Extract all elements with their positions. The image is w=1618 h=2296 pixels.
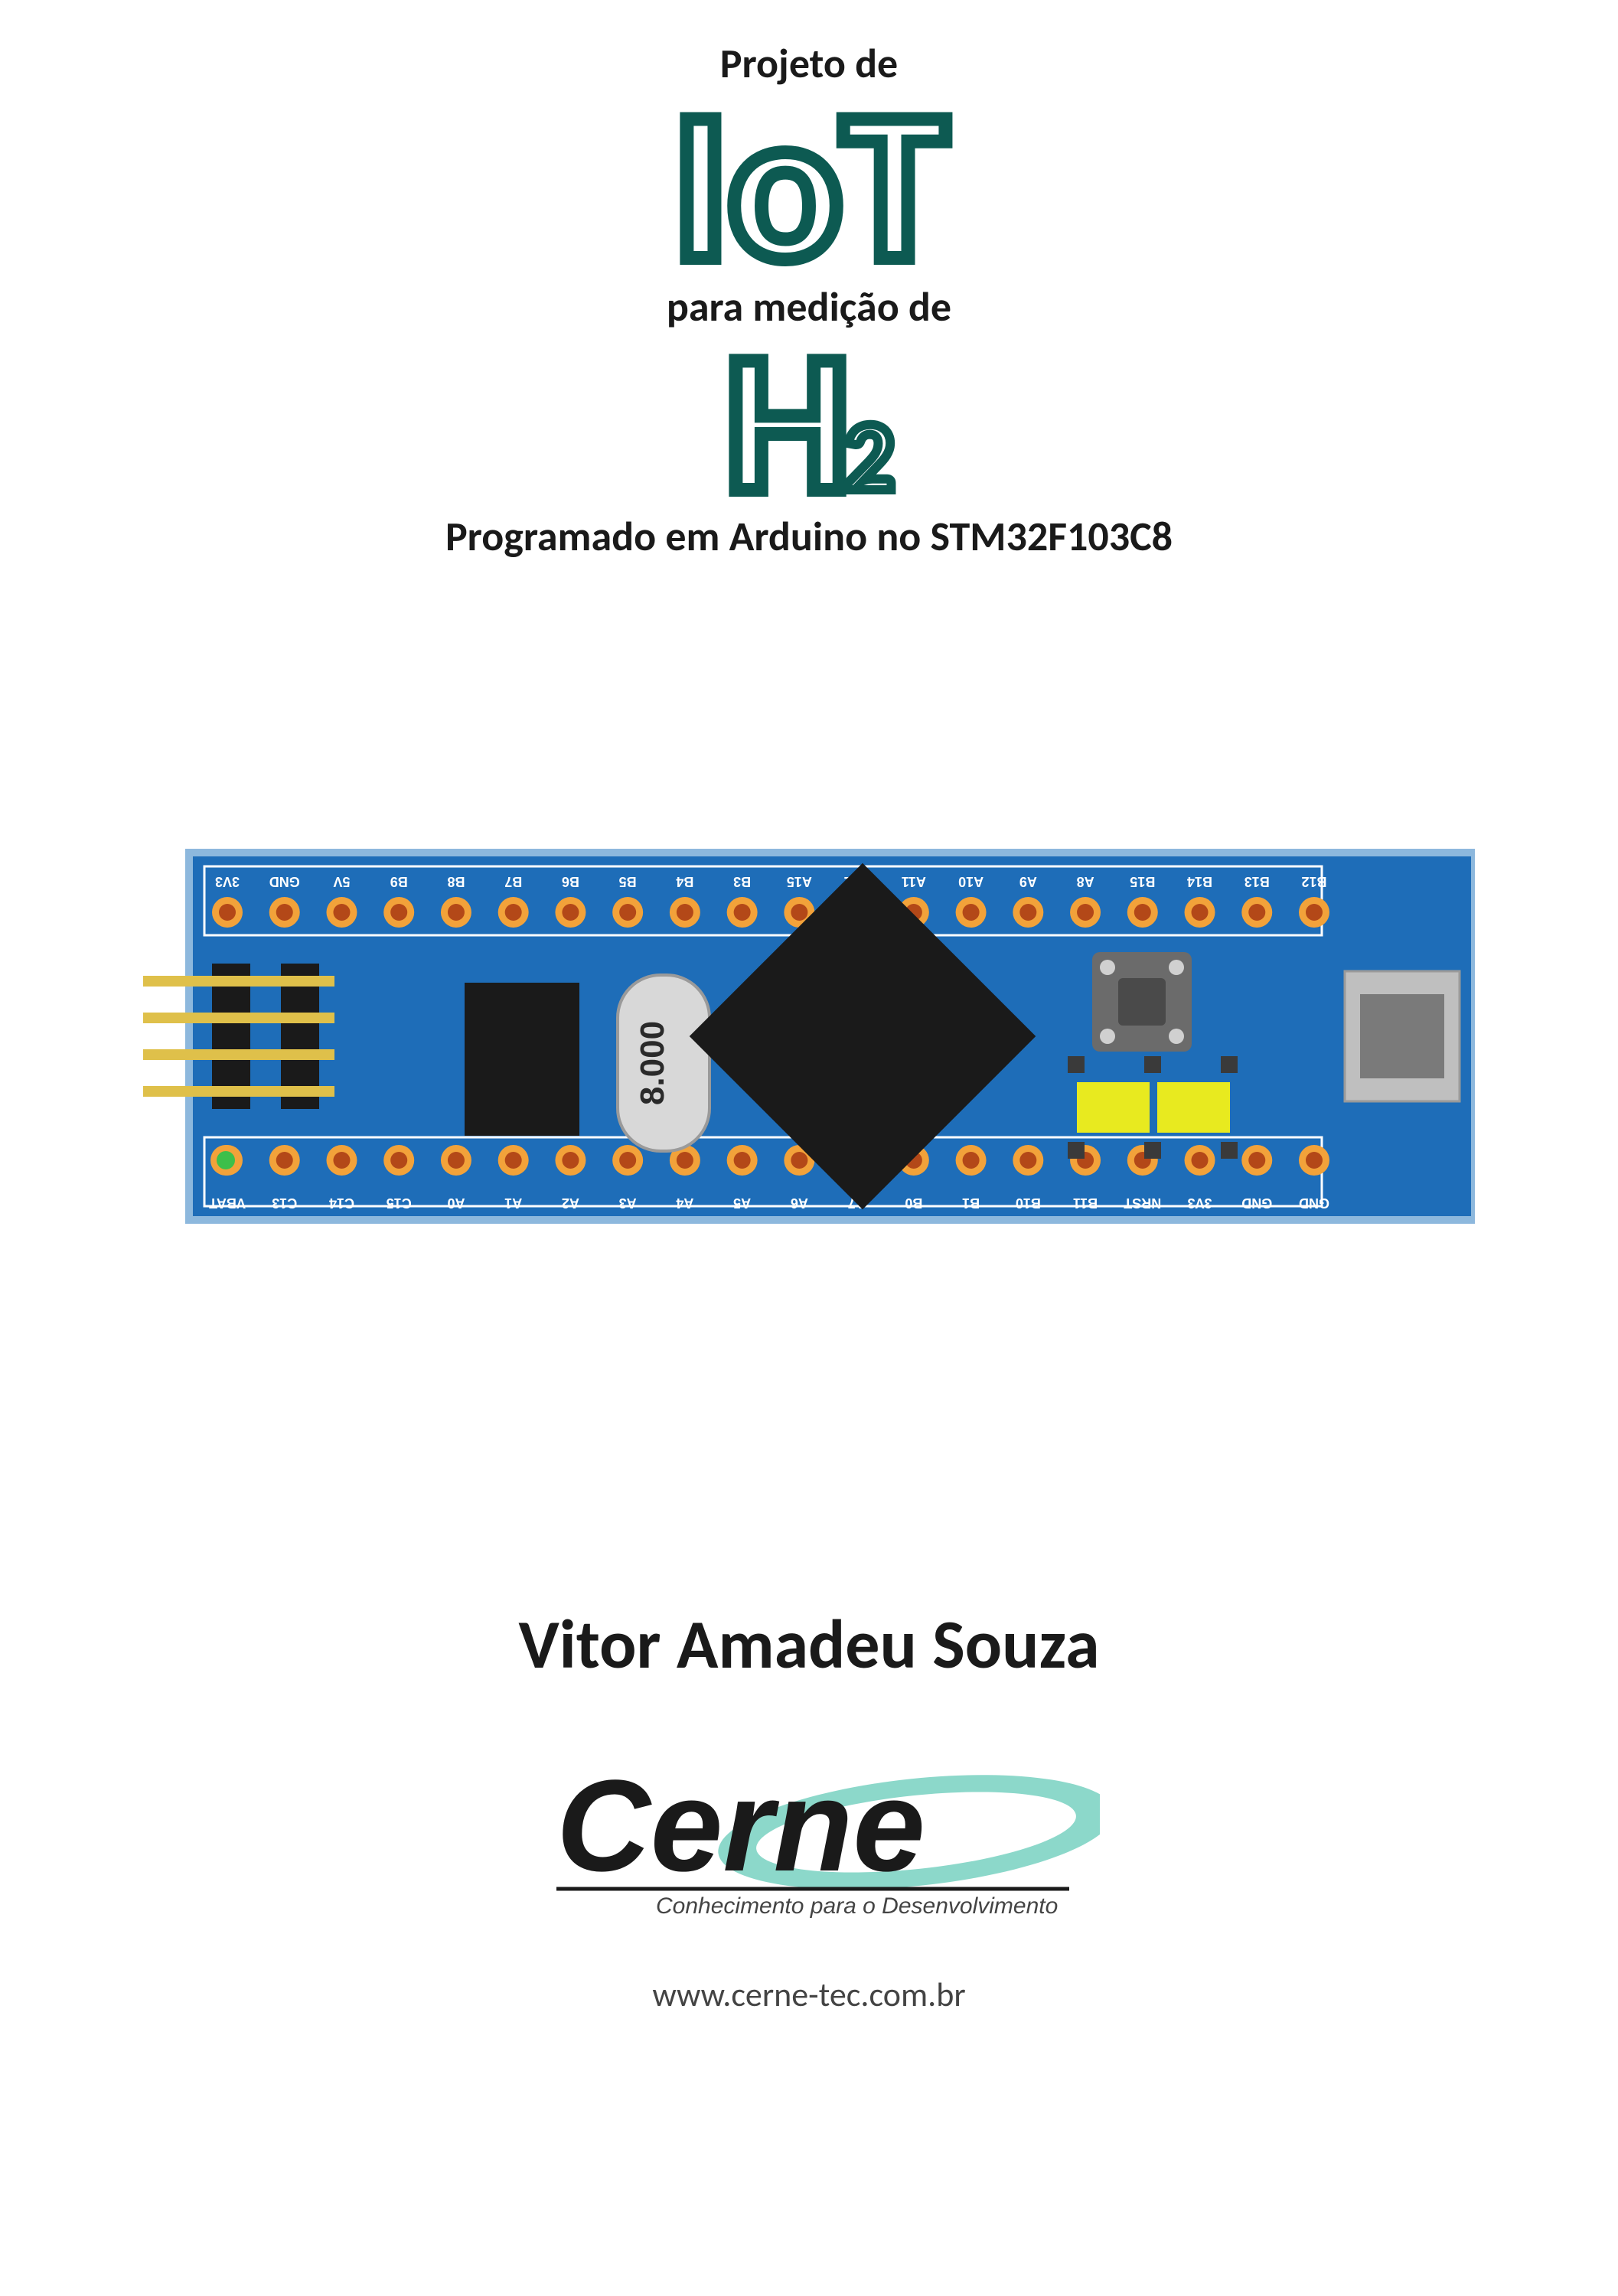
svg-text:A1: A1 xyxy=(504,1195,522,1211)
svg-text:Cerne: Cerne xyxy=(556,1753,925,1899)
svg-text:A11: A11 xyxy=(902,874,926,889)
svg-text:GND: GND xyxy=(1241,1195,1272,1211)
title-h2-main: H xyxy=(725,332,849,511)
svg-text:B3: B3 xyxy=(733,874,751,889)
publisher-logo: CerneConhecimento para o Desenvolvimento… xyxy=(518,1748,1100,2015)
svg-text:B9: B9 xyxy=(390,874,408,889)
svg-text:GND: GND xyxy=(269,874,300,889)
author-name: Vitor Amadeu Souza xyxy=(518,1603,1099,1687)
svg-text:A10: A10 xyxy=(958,874,984,889)
svg-text:A0: A0 xyxy=(447,1195,465,1211)
svg-text:A6: A6 xyxy=(791,1195,808,1211)
svg-text:C13: C13 xyxy=(272,1195,297,1211)
svg-text:3V3: 3V3 xyxy=(215,874,240,889)
svg-text:B8: B8 xyxy=(447,874,465,889)
svg-text:B13: B13 xyxy=(1244,874,1270,889)
svg-text:B10: B10 xyxy=(1016,1195,1041,1211)
title-block: Projeto de IoT para medição de H 2 Progr… xyxy=(445,38,1173,562)
svg-text:A4: A4 xyxy=(676,1195,693,1211)
logo-svg: CerneConhecimento para o Desenvolvimento xyxy=(518,1748,1100,1932)
svg-text:3V3: 3V3 xyxy=(1188,1195,1212,1211)
title-h2-sub: 2 xyxy=(844,411,893,501)
title-iot: IoT xyxy=(672,89,946,282)
svg-text:B11: B11 xyxy=(1073,1195,1098,1211)
svg-text:8.000: 8.000 xyxy=(634,1021,671,1105)
svg-text:5V: 5V xyxy=(333,874,350,889)
svg-text:B6: B6 xyxy=(562,874,579,889)
svg-text:B15: B15 xyxy=(1130,874,1155,889)
svg-text:Conhecimento para o Desenvolvi: Conhecimento para o Desenvolvimento xyxy=(656,1893,1058,1919)
publisher-url: www.cerne-tec.com.br xyxy=(518,1974,1100,2015)
svg-text:B5: B5 xyxy=(619,874,637,889)
book-cover-page: Projeto de IoT para medição de H 2 Progr… xyxy=(0,0,1618,2296)
svg-text:GND: GND xyxy=(1299,1195,1329,1211)
svg-text:A15: A15 xyxy=(787,874,812,889)
svg-text:A2: A2 xyxy=(562,1195,579,1211)
stm32-board-illustration: 3V3 VBAT GND C13 5V C14 B9 C15 B8 A0 B7 A1 B6 A2 B5 A3 B… xyxy=(143,822,1475,1251)
svg-text:NRST: NRST xyxy=(1124,1195,1161,1211)
svg-text:A8: A8 xyxy=(1077,874,1094,889)
svg-text:C14: C14 xyxy=(329,1195,354,1211)
board-svg: 3V3 VBAT GND C13 5V C14 B9 C15 B8 A0 B7 A1 B6 A2 B5 A3 B… xyxy=(143,822,1475,1251)
svg-text:B7: B7 xyxy=(504,874,522,889)
svg-text:B0: B0 xyxy=(905,1195,922,1211)
title-h2: H 2 xyxy=(445,332,1173,511)
svg-text:A5: A5 xyxy=(733,1195,751,1211)
svg-text:B4: B4 xyxy=(676,874,693,889)
svg-text:A9: A9 xyxy=(1019,874,1037,889)
svg-text:B1: B1 xyxy=(962,1195,980,1211)
svg-text:VBAT: VBAT xyxy=(209,1195,246,1211)
svg-text:B14: B14 xyxy=(1187,874,1212,889)
svg-text:A3: A3 xyxy=(619,1195,637,1211)
svg-text:C15: C15 xyxy=(387,1195,412,1211)
svg-text:B12: B12 xyxy=(1301,874,1326,889)
title-line3: Programado em Arduino no STM32F103C8 xyxy=(445,511,1173,562)
